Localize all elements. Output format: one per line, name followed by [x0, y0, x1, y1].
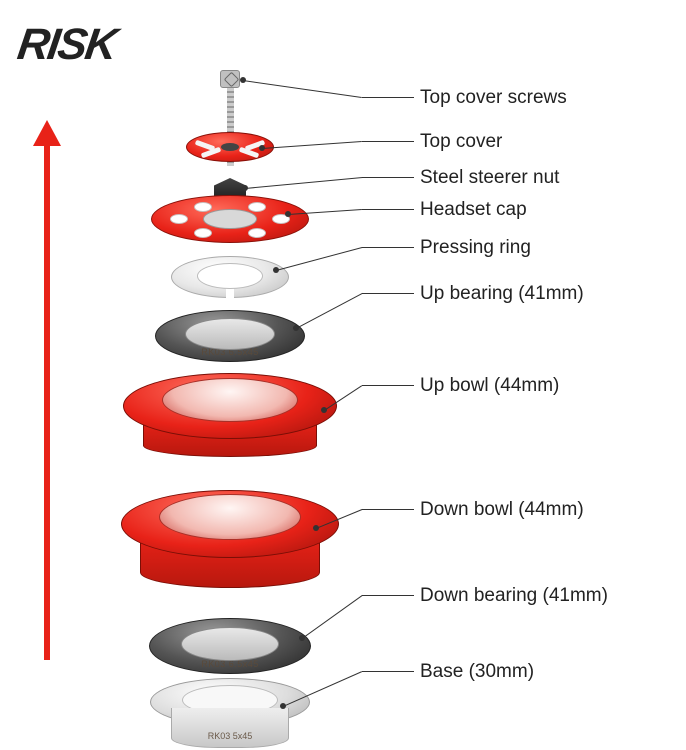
part-up-bearing: RK03 6.5x45	[155, 310, 305, 362]
assembly-direction-arrowhead	[33, 120, 61, 146]
callout-label-screw: Top cover screws	[420, 87, 567, 109]
callout-label-topcover: Top cover	[420, 131, 502, 153]
part-up-bowl	[123, 373, 337, 457]
bearing-marking: RK03 6.5x45	[201, 347, 259, 357]
callout-label-upbowl: Up bowl (44mm)	[420, 375, 559, 397]
assembly-direction-arrow	[44, 140, 50, 660]
callout-label-base: Base (30mm)	[420, 661, 534, 683]
part-down-bowl	[121, 490, 339, 588]
part-headset-cap	[151, 195, 309, 243]
callout-label-cap: Headset cap	[420, 199, 527, 221]
brand-logo: RISK	[14, 20, 118, 70]
bearing-marking: RK03 6.5x45	[201, 659, 259, 669]
part-pressing-ring	[171, 256, 289, 298]
part-down-bearing: RK03 6.5x45	[149, 618, 311, 674]
part-base: RK03 5x45	[150, 678, 310, 748]
callout-label-downbearing: Down bearing (41mm)	[420, 585, 608, 607]
callout-label-downbowl: Down bowl (44mm)	[420, 499, 584, 521]
callout-label-nut: Steel steerer nut	[420, 167, 559, 189]
exploded-diagram: RK03 6.5x45 RK03 6.5x45 RK03 5x45	[80, 70, 380, 710]
callout-label-pressring: Pressing ring	[420, 237, 531, 259]
callout-label-upbearing: Up bearing (41mm)	[420, 283, 584, 305]
part-top-cover	[186, 132, 274, 162]
base-marking: RK03 5x45	[208, 731, 253, 741]
